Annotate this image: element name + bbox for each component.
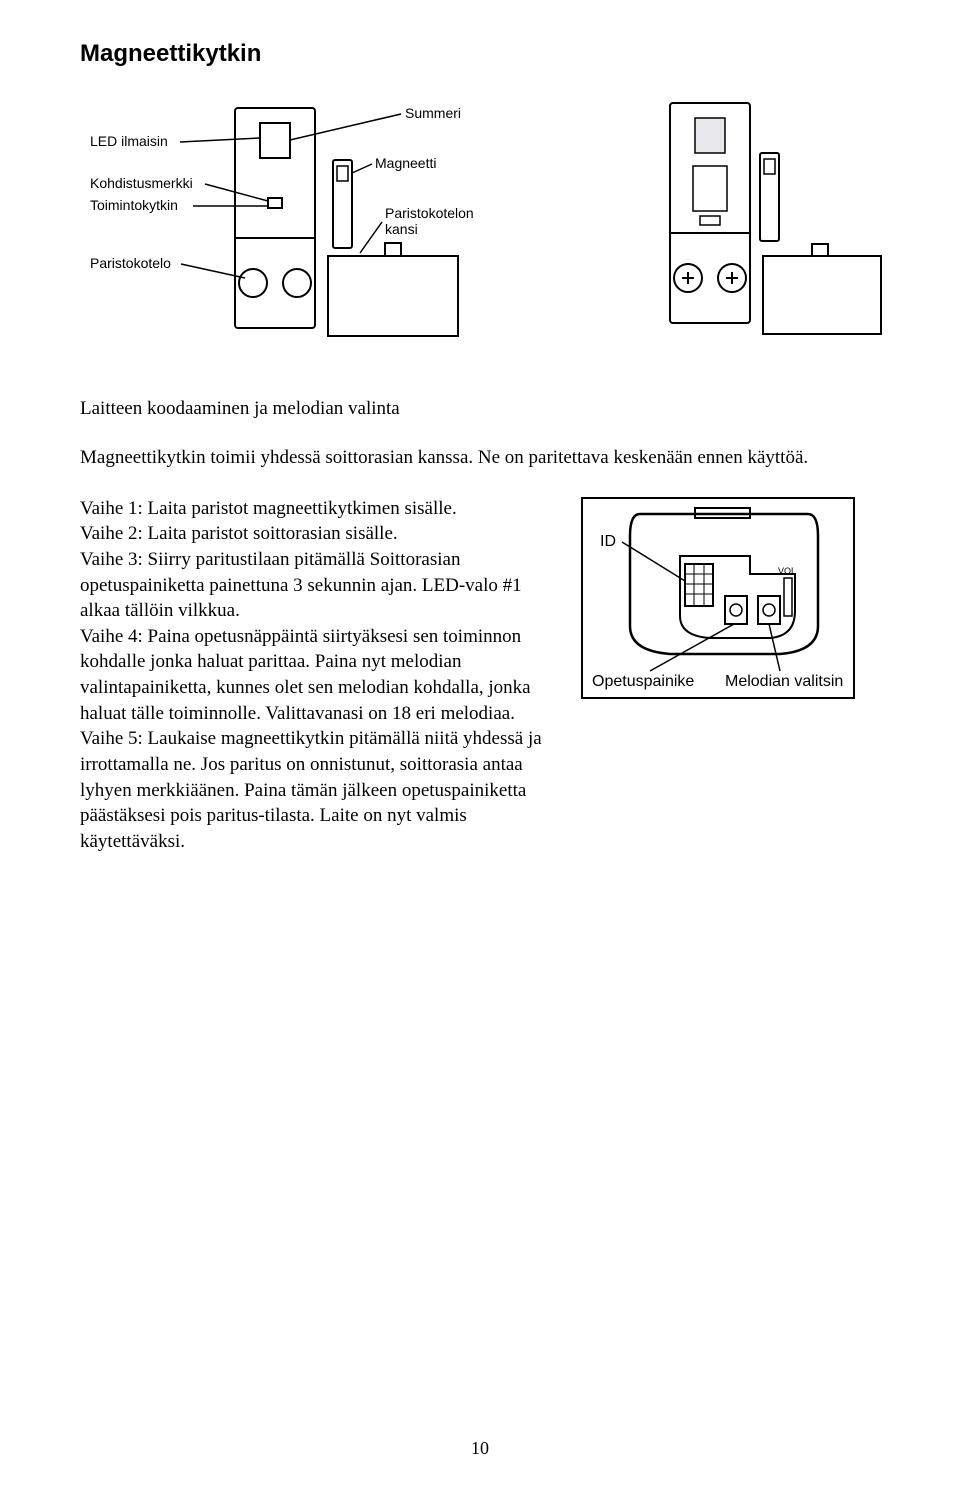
page-title: Magneettikytkin bbox=[80, 40, 880, 68]
label-summeri: Summeri bbox=[405, 105, 461, 121]
page-number: 10 bbox=[471, 1438, 489, 1459]
label-paristokotelo: Paristokotelo bbox=[90, 255, 171, 271]
magnet-switch-open-diagram bbox=[655, 98, 890, 348]
label-vol: VOL bbox=[778, 566, 796, 576]
steps-text: Vaihe 1: Laita paristot magneettikytkime… bbox=[80, 496, 550, 855]
label-id: ID bbox=[600, 533, 616, 550]
label-led: LED ilmaisin bbox=[90, 133, 168, 149]
label-melodia: Melodian valitsin bbox=[725, 673, 843, 690]
label-magneetti: Magneetti bbox=[375, 155, 436, 171]
label-kansi-1: Paristokotelon bbox=[385, 205, 474, 221]
magnet-switch-labeled-diagram: LED ilmaisin Kohdistusmerkki Toimintokyt… bbox=[85, 98, 505, 358]
top-diagrams-row: LED ilmaisin Kohdistusmerkki Toimintokyt… bbox=[85, 98, 890, 358]
label-kohdistus: Kohdistusmerkki bbox=[90, 175, 193, 191]
intro-paragraph: Magneettikytkin toimii yhdessä soittoras… bbox=[80, 445, 880, 471]
main-content-row: Vaihe 1: Laita paristot magneettikytkime… bbox=[80, 496, 880, 855]
label-kansi-2: kansi bbox=[385, 221, 418, 237]
receiver-back-diagram: VOL ID Opetuspainike Melodian valitsin bbox=[580, 496, 860, 721]
label-toiminto: Toimintokytkin bbox=[90, 197, 178, 213]
section-subtitle: Laitteen koodaaminen ja melodian valinta bbox=[80, 398, 880, 420]
label-opetus: Opetuspainike bbox=[592, 673, 694, 690]
